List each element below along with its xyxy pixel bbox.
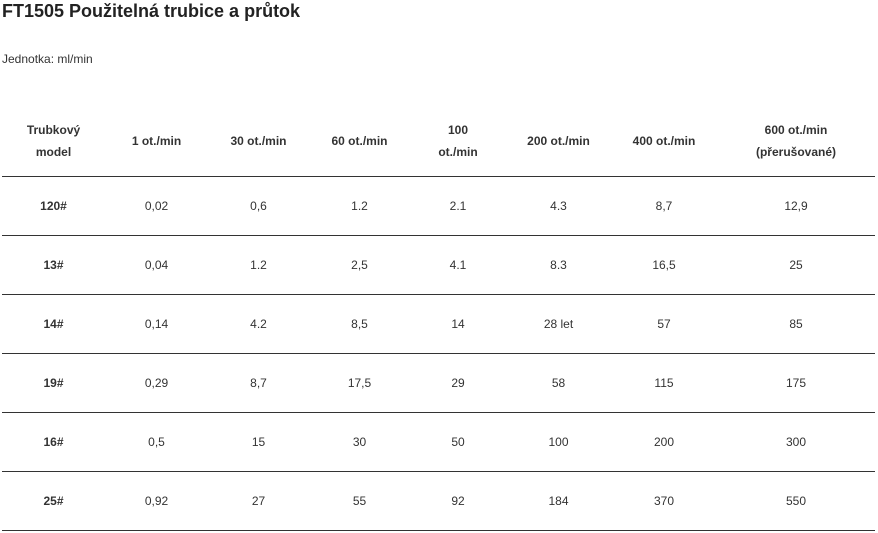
flow-value-cell: 115 — [611, 353, 717, 413]
flow-value-cell: 1.2 — [309, 176, 410, 236]
flow-value-cell: 50 — [410, 412, 506, 472]
table-row: 25# 0,92 27 55 92 184 370 550 — [2, 471, 875, 531]
flow-value-cell: 0,02 — [105, 176, 208, 236]
table-row: 13# 0,04 1.2 2,5 4.1 8.3 16,5 25 — [2, 235, 875, 295]
column-header-line: 100 — [447, 123, 469, 137]
column-header: Trubkový model — [2, 106, 105, 177]
column-header: 200 ot./min — [506, 106, 611, 177]
flow-value-cell: 57 — [611, 294, 717, 354]
column-header: 1 ot./min — [105, 106, 208, 177]
flow-value-cell: 25 — [717, 235, 875, 295]
flow-value-cell: 55 — [309, 471, 410, 531]
unit-label: Jednotka: ml/min — [2, 52, 93, 66]
flow-value-cell: 100 — [506, 412, 611, 472]
flow-value-cell: 550 — [717, 471, 875, 531]
flow-value-cell: 2,5 — [309, 235, 410, 295]
page-title: FT1505 Použitelná trubice a průtok — [2, 1, 301, 21]
flow-value-cell: 0,14 — [105, 294, 208, 354]
flow-value-cell: 0,04 — [105, 235, 208, 295]
tube-model-cell: 120# — [2, 176, 105, 236]
flow-value-cell: 28 let — [506, 294, 611, 354]
flow-value-cell: 12,9 — [717, 176, 875, 236]
column-header: 100 ot./min — [410, 106, 506, 177]
column-header: 60 ot./min — [309, 106, 410, 177]
column-header-line: model — [35, 145, 72, 159]
flow-value-cell: 4.3 — [506, 176, 611, 236]
flow-value-cell: 8,5 — [309, 294, 410, 354]
column-header-line: Trubkový — [26, 123, 81, 137]
tube-model-cell: 19# — [2, 353, 105, 413]
flow-value-cell: 15 — [208, 412, 309, 472]
flow-value-cell: 184 — [506, 471, 611, 531]
column-header-line: 400 ot./min — [632, 134, 696, 148]
flow-value-cell: 8.3 — [506, 235, 611, 295]
flow-value-cell: 4.1 — [410, 235, 506, 295]
table-header-row: Trubkový model 1 ot./min 30 ot./min 60 ot./m… — [2, 106, 875, 177]
column-header-line: 600 ot./min — [764, 123, 828, 137]
flow-value-cell: 0,92 — [105, 471, 208, 531]
table-row: 16# 0,5 15 30 50 100 200 300 — [2, 412, 875, 472]
flow-value-cell: 58 — [506, 353, 611, 413]
flow-value-cell: 8,7 — [611, 176, 717, 236]
column-header-line: ot./min — [438, 145, 478, 159]
flow-value-cell: 175 — [717, 353, 875, 413]
flow-value-cell: 370 — [611, 471, 717, 531]
tube-model-cell: 14# — [2, 294, 105, 354]
flow-value-cell: 30 — [309, 412, 410, 472]
column-header-line: 60 ot./min — [331, 134, 388, 148]
flow-value-cell: 16,5 — [611, 235, 717, 295]
flow-value-cell: 0,5 — [105, 412, 208, 472]
tube-model-cell: 13# — [2, 235, 105, 295]
column-header-line: 1 ot./min — [131, 134, 182, 148]
column-header-line: 30 ot./min — [230, 134, 287, 148]
flow-value-cell: 0,29 — [105, 353, 208, 413]
tube-model-cell: 16# — [2, 412, 105, 472]
table-row: 120# 0,02 0,6 1.2 2.1 4.3 8,7 12,9 — [2, 176, 875, 236]
flow-value-cell: 4.2 — [208, 294, 309, 354]
flow-value-cell: 29 — [410, 353, 506, 413]
flow-value-cell: 14 — [410, 294, 506, 354]
tube-model-cell: 25# — [2, 471, 105, 531]
flow-value-cell: 17,5 — [309, 353, 410, 413]
flow-value-cell: 27 — [208, 471, 309, 531]
flow-value-cell: 8,7 — [208, 353, 309, 413]
table-body: 120# 0,02 0,6 1.2 2.1 4.3 8,7 12,9 13# 0,04 1.2 2,5… — [2, 176, 875, 531]
table-row: 19# 0,29 8,7 17,5 29 58 115 175 — [2, 353, 875, 413]
table-row: 14# 0,14 4.2 8,5 14 28 let 57 85 — [2, 294, 875, 354]
column-header: 400 ot./min — [611, 106, 717, 177]
flow-value-cell: 92 — [410, 471, 506, 531]
column-header-line: (přerušované) — [755, 145, 837, 159]
column-header: 30 ot./min — [208, 106, 309, 177]
flow-rate-table: Trubkový model 1 ot./min 30 ot./min 60 ot./m… — [2, 106, 875, 531]
flow-value-cell: 0,6 — [208, 176, 309, 236]
flow-value-cell: 2.1 — [410, 176, 506, 236]
column-header-line: 200 ot./min — [527, 134, 590, 148]
flow-value-cell: 85 — [717, 294, 875, 354]
flow-value-cell: 1.2 — [208, 235, 309, 295]
flow-value-cell: 200 — [611, 412, 717, 472]
flow-value-cell: 300 — [717, 412, 875, 472]
column-header: 600 ot./min (přerušované) — [717, 106, 875, 177]
